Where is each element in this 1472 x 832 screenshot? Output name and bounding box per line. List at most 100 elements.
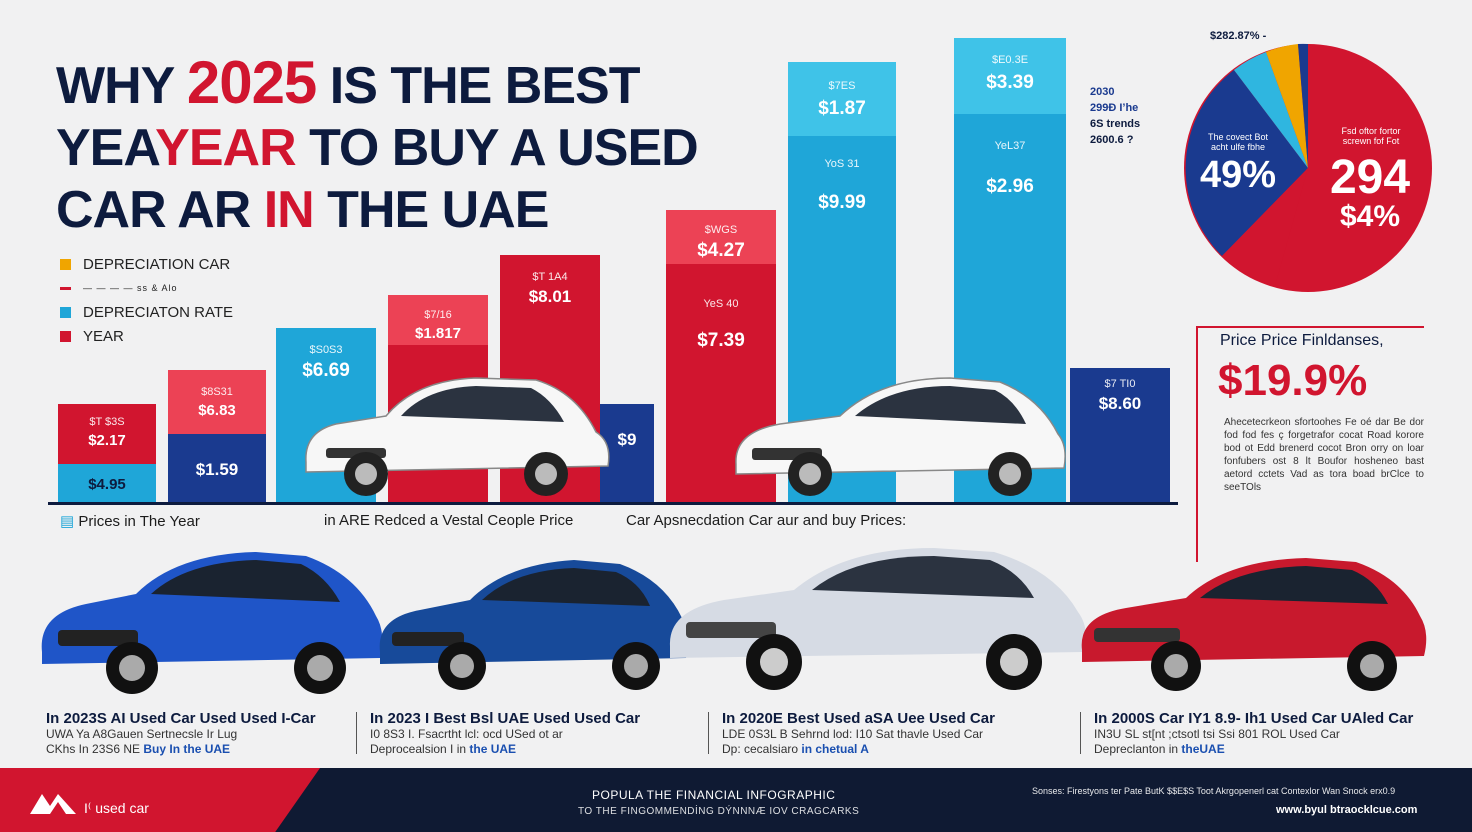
divider bbox=[1080, 712, 1081, 754]
bar-label: $1.817 bbox=[415, 325, 461, 342]
bar-value: $1.59 bbox=[195, 460, 239, 479]
caption-prices: ▤ Prices in The Year bbox=[60, 512, 200, 530]
caption-text: Prices in The Year bbox=[78, 513, 200, 530]
chart-bar: $7ES $1.87 bbox=[788, 62, 896, 136]
title-text: THE UAE bbox=[313, 181, 549, 239]
car-caption-highlight: Buy In the UAE bbox=[143, 742, 231, 756]
pie-slice bbox=[1185, 70, 1308, 256]
chart-bar: $S0S3 $6.69 bbox=[276, 328, 376, 504]
divider bbox=[708, 712, 709, 754]
logo-icon bbox=[30, 794, 76, 814]
bar-value: $9 bbox=[617, 430, 637, 449]
footer-url[interactable]: www.byul btraocklcue.com bbox=[1276, 804, 1418, 816]
car-caption-highlight: theUAE bbox=[1181, 742, 1225, 756]
bar-label: $7ES bbox=[828, 80, 856, 92]
pie-label: The covect Bot acht ulfe fbhe bbox=[1207, 132, 1269, 152]
chart-baseline bbox=[48, 502, 1178, 505]
pie-label: $282.87% - bbox=[1210, 30, 1267, 42]
annotation-text: 2030 bbox=[1090, 86, 1115, 98]
chart-bar: $7/16 $1.817 bbox=[388, 295, 488, 345]
annotation-text: 6S trends bbox=[1090, 118, 1141, 130]
car-caption-line: IN3U SL st[nt ;ctsotl tsi Ssi 801 ROL Us… bbox=[1094, 727, 1340, 741]
chart-bar: $4.95 bbox=[58, 464, 156, 504]
bar-value: $2.96 bbox=[986, 176, 1034, 197]
car-caption: In 2023 I Best Bsl UAE Used Used Car I0 … bbox=[370, 710, 640, 757]
chart-bar: $T $3S $2.17 bbox=[58, 404, 156, 464]
pie-value: 294 bbox=[1329, 151, 1411, 204]
car-caption-title: In 2023S AI Used Car Used Used I-Car bbox=[46, 710, 316, 727]
title-year: 2025 bbox=[186, 49, 317, 116]
car-illustration bbox=[305, 377, 610, 496]
bar-value: $4.27 bbox=[697, 240, 745, 261]
bar-value: $6.69 bbox=[302, 360, 350, 381]
car-caption: In 2000S Car IY1 8.9- Ih1 Used Car UAled… bbox=[1094, 710, 1413, 757]
bar-label: $7/16 bbox=[424, 309, 452, 321]
legend-item: DEPRECIATION CAR bbox=[60, 252, 233, 276]
bar-value: $1.87 bbox=[818, 98, 866, 119]
bar-label: YoS 31 bbox=[824, 158, 860, 170]
panel-body: Ahecetecrkeon sfortoohes Fe oé dar Be do… bbox=[1224, 417, 1424, 493]
pie-slice bbox=[1234, 52, 1308, 168]
chart-bar: $8S31 $6.83 bbox=[168, 370, 266, 434]
bar-label: $E0.3E bbox=[991, 54, 1029, 66]
title-line-3: CAR AR IN THE UAE bbox=[56, 179, 698, 241]
price-findings-panel: Price Price Finldanses, $19.9% Ahecetecr… bbox=[1208, 330, 1428, 494]
bar-label: YeS 40 bbox=[703, 298, 739, 310]
car-caption-title: In 2000S Car IY1 8.9- Ih1 Used Car UAled… bbox=[1094, 710, 1414, 727]
pie-slice bbox=[1266, 44, 1308, 168]
car-caption: In 2023S AI Used Car Used Used I-Car UWA… bbox=[46, 710, 316, 757]
legend-swatch bbox=[60, 286, 71, 290]
legend-item: — — — — ss & Alo bbox=[60, 276, 233, 300]
car-illustration bbox=[379, 560, 689, 690]
title-highlight: YEAR bbox=[155, 119, 296, 177]
pie-slice bbox=[1298, 43, 1308, 169]
car-caption-title: In 2023 I Best Bsl UAE Used Used Car bbox=[370, 710, 641, 727]
legend-swatch bbox=[60, 306, 71, 318]
footer-title: POPULA THE FINANCIAL INFOGRAPHIC bbox=[592, 788, 836, 802]
car-illustration bbox=[735, 377, 1066, 496]
car-caption-line: UWA Ya A8Gauen Sertnecsle Ir Lug bbox=[46, 727, 238, 741]
legend-item: DEPRECIATON RATE bbox=[60, 300, 233, 324]
bar-label: $S0S3 bbox=[309, 344, 343, 356]
chart-bar: $WGS $4.27 bbox=[666, 210, 776, 264]
legend-label: DEPRECIATON RATE bbox=[83, 303, 234, 321]
car-caption-highlight: in chetual A bbox=[801, 742, 869, 756]
annotation-text: 299Đ I’he bbox=[1090, 102, 1139, 114]
caption-text: Car Apsnecdation Car aur and buy Prices: bbox=[626, 512, 907, 529]
bar-value: $7.39 bbox=[697, 330, 745, 351]
bar-label: YeL37 bbox=[994, 140, 1026, 152]
bar-label: $7 TI0 bbox=[1104, 378, 1136, 390]
legend-label: — — — — ss & Alo bbox=[83, 283, 178, 293]
footer-subtitle: TO THE FINGOMMENDİNG DÝNNNÆ IOV CRAGCARK… bbox=[578, 806, 860, 817]
car-caption-title: In 2020E Best Used aSA Uee Used Car bbox=[722, 710, 995, 727]
car-caption-highlight: the UAE bbox=[469, 742, 517, 756]
bar-value: $4.95 bbox=[88, 476, 126, 493]
bar-label: $6.83 bbox=[198, 402, 236, 419]
bar-label: $WGS bbox=[704, 224, 738, 236]
bar-label: $8S31 bbox=[201, 386, 233, 398]
pie-slice bbox=[1222, 168, 1308, 286]
calendar-icon: ▤ bbox=[60, 513, 75, 530]
bar-value: $8.60 bbox=[1098, 394, 1142, 413]
legend-item: YEAR bbox=[60, 324, 233, 348]
car-caption-line: CKhs In 23S6 NE bbox=[46, 742, 144, 756]
footer-accent bbox=[0, 768, 320, 832]
car-caption-line: Depreclanton in bbox=[1094, 742, 1182, 756]
footer-sources: Sonses: Firestyons ter Pate ButK $$E$S T… bbox=[1032, 786, 1396, 796]
panel-stat: $19.9% bbox=[1218, 356, 1368, 405]
panel-heading: Price Price Finldanses, bbox=[1220, 332, 1384, 349]
car-illustration bbox=[669, 548, 1086, 690]
title-line-2: YEAYEAR TO BUY A USED bbox=[56, 117, 699, 179]
title-text: CAR AR bbox=[56, 181, 264, 239]
divider bbox=[1198, 326, 1424, 328]
title-text: IS THE BEST bbox=[316, 57, 641, 115]
caption-text: in ARE Redced a Vestal Ceople Price bbox=[324, 512, 574, 529]
car-illustration bbox=[1081, 558, 1427, 691]
chart-bar: $E0.3E $3.39 bbox=[954, 38, 1066, 114]
bar-label: $T $3S bbox=[89, 416, 125, 428]
car-illustration bbox=[41, 552, 383, 694]
pie-value: $4% bbox=[1339, 200, 1401, 233]
chart-bar: $7 TI0 $8.60 bbox=[1070, 368, 1170, 504]
bar-value: $9.99 bbox=[818, 192, 866, 213]
